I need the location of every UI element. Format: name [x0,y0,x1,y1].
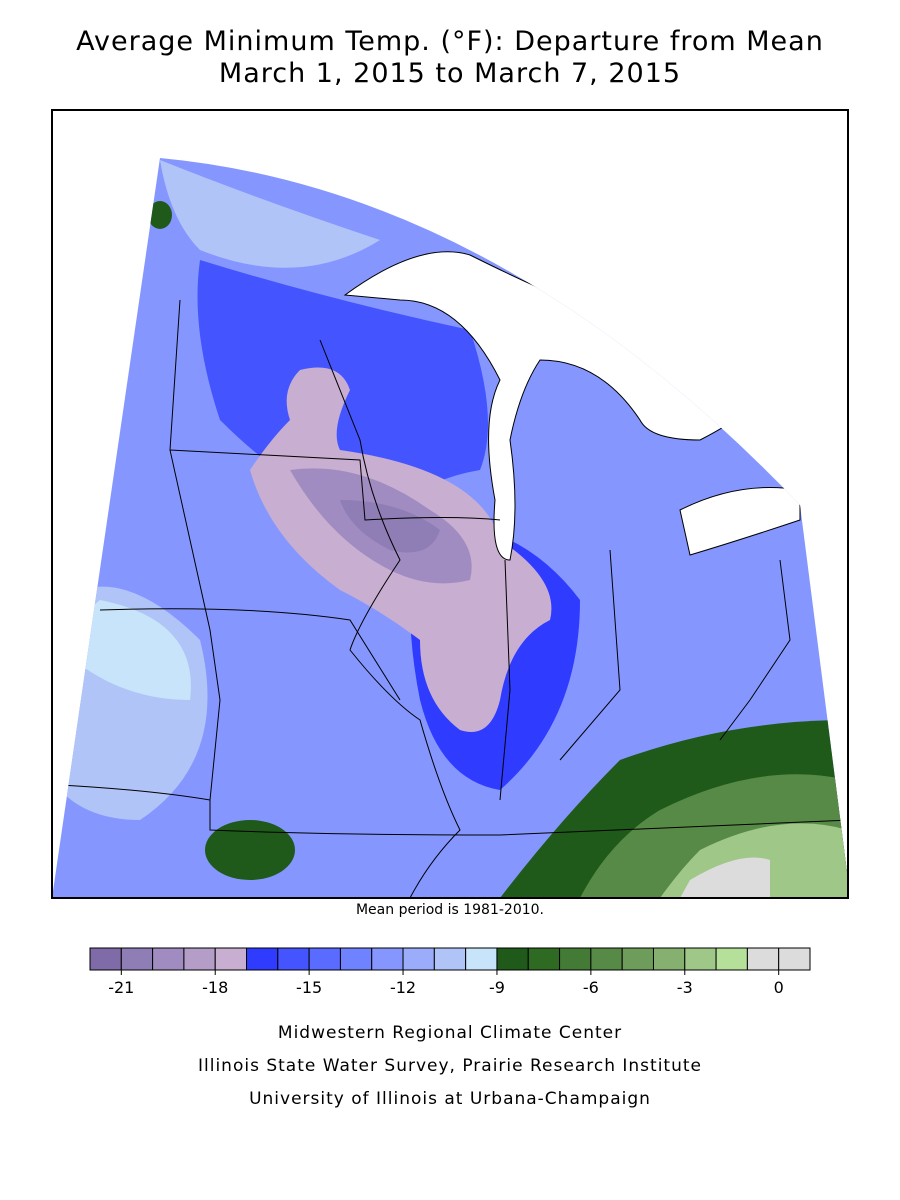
color-swatch [308,947,341,971]
color-swatch [277,947,310,971]
color-swatch [496,947,529,971]
color-swatch [433,947,467,971]
color-swatch [778,947,811,971]
color-swatch [465,947,498,971]
color-swatch [652,947,686,971]
colorbar: -21 -18 -15 -12 -9 -6 -3 0 [89,947,811,997]
color-swatch [89,947,122,971]
color-swatch [746,947,780,971]
color-swatch [621,947,654,971]
color-swatch [559,947,592,971]
color-swatch [152,947,185,971]
tick-label: -6 [583,978,599,997]
tick-label: -12 [390,978,416,997]
color-swatch [527,947,561,971]
map [51,109,849,899]
title: Average Minimum Temp. (°F): Departure fr… [76,26,824,57]
color-swatch [715,947,748,971]
caption: Mean period is 1981-2010. [356,902,544,918]
subtitle: March 1, 2015 to March 7, 2015 [219,58,681,89]
credit: University of Illinois at Urbana-Champai… [249,1089,651,1109]
color-swatch [590,947,623,971]
color-swatch [339,947,373,971]
tick-label: -3 [677,978,693,997]
credit: Midwestern Regional Climate Center [278,1023,622,1043]
color-swatch [214,947,248,971]
credit: Illinois State Water Survey, Prairie Res… [198,1056,702,1076]
color-swatch [246,947,279,971]
color-swatch [684,947,717,971]
color-swatch [371,947,404,971]
color-swatch [120,947,154,971]
tick-label: -15 [296,978,322,997]
tick-label: -9 [489,978,505,997]
tick-label: -21 [108,978,134,997]
tick-label: -18 [202,978,228,997]
tick-label: 0 [774,978,784,997]
color-swatch [402,947,435,971]
color-swatch [183,947,216,971]
